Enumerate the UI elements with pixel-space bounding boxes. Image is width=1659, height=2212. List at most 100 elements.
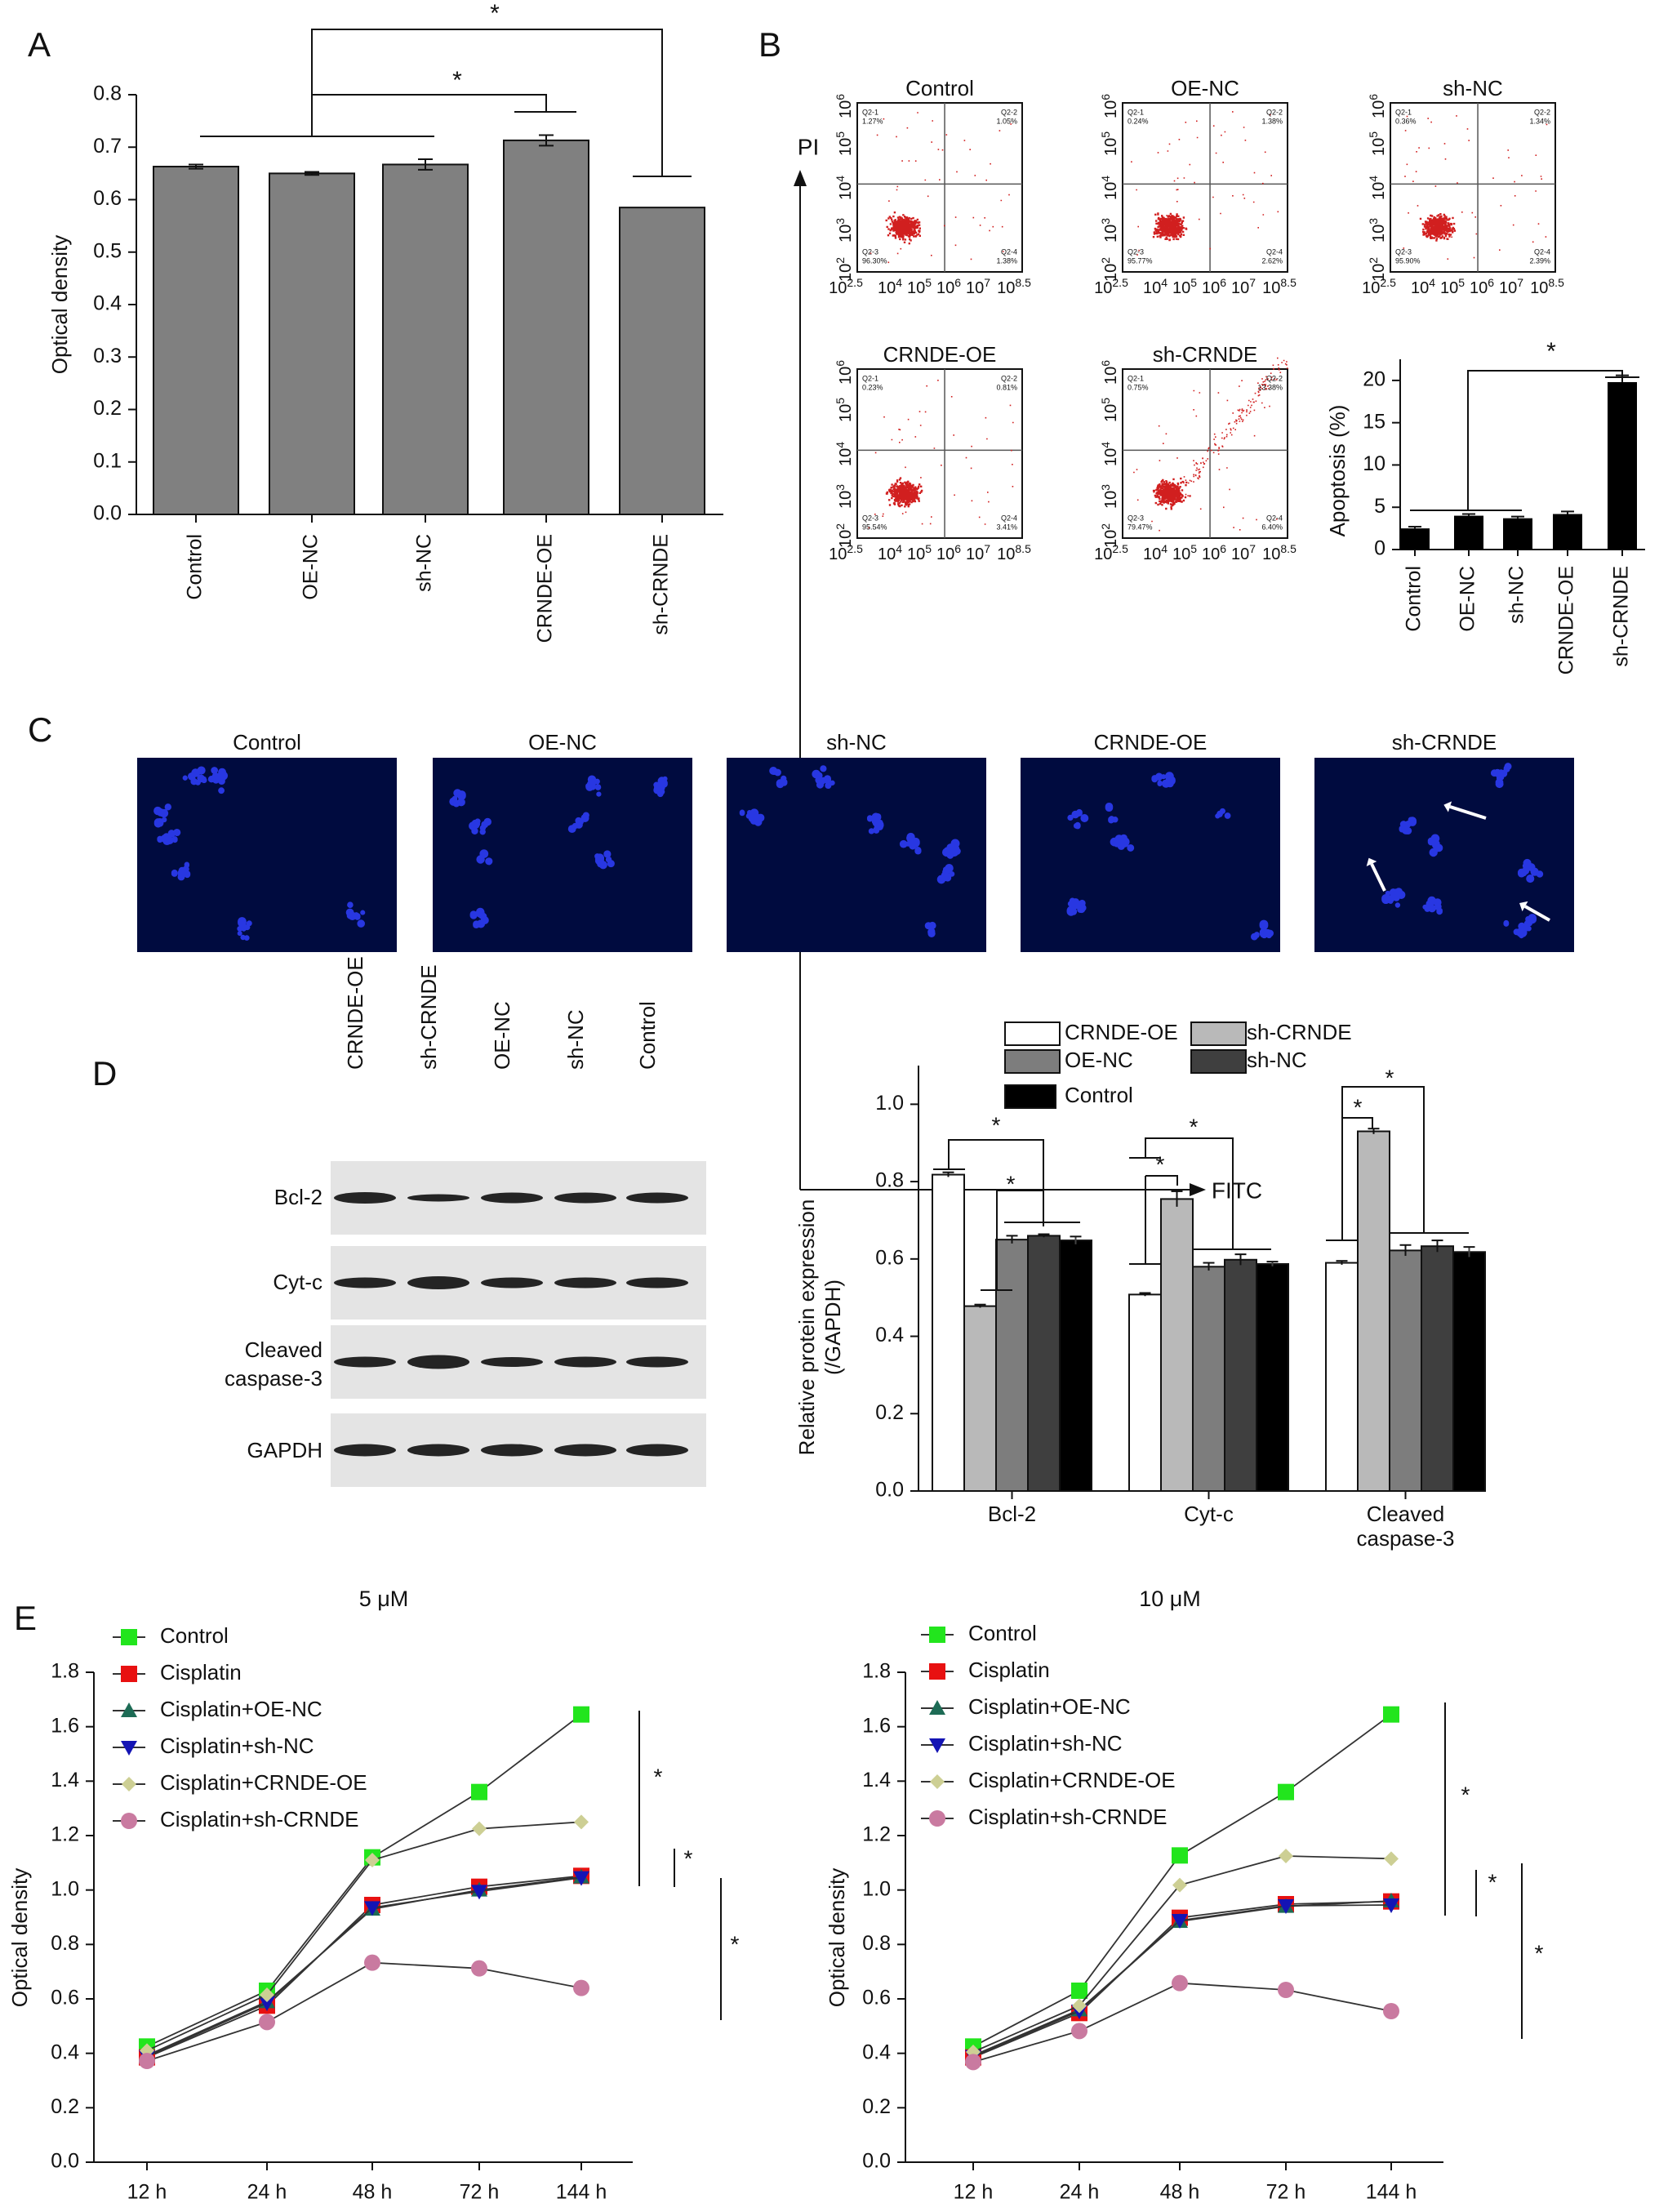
- series-line-cisplatin-sh-crnde: [972, 1982, 1392, 2063]
- y-tick-label: 0.2: [51, 2095, 79, 2118]
- blot-lane-label: OE-NC: [490, 1001, 514, 1070]
- panel-letter-d: D: [92, 1054, 117, 1093]
- stained-nuclei: [1066, 772, 1274, 941]
- blot-band: [481, 1192, 543, 1204]
- quadrant-percent: 95.54%: [862, 523, 887, 531]
- quadrant-name: Q2-4: [1534, 247, 1550, 256]
- blot-band: [554, 1192, 616, 1204]
- bar-sh-nc: [382, 163, 469, 515]
- apoptosis-bar-chart: 0 5 10 15 20 Apoptosis (%) Control OE-NC sh-NC CR…: [1325, 338, 1645, 674]
- y-tick-label: 0.0: [51, 2150, 79, 2173]
- arrow-head: [794, 170, 807, 186]
- y-tick-label: 0.0: [875, 1479, 904, 1502]
- legend-swatch-control: [1004, 1084, 1056, 1109]
- legend-marker-control: [929, 1627, 945, 1643]
- flow-plot-frame: [1122, 368, 1288, 539]
- panel-letter-e: E: [14, 1599, 37, 1637]
- legend-label: Cisplatin+sh-CRNDE: [160, 1807, 358, 1831]
- legend-label: OE-NC: [1065, 1048, 1133, 1072]
- quadrant-percent: 0.36%: [1395, 117, 1417, 125]
- x-tick-label: 107: [1499, 276, 1523, 297]
- legend-marker-cisplatin: [121, 1666, 137, 1682]
- arrow-head: [1190, 1183, 1206, 1196]
- bar-sh-nc-bcl-2: [1027, 1235, 1061, 1493]
- legend-marker-cisplatin-crnde-oe: [930, 1774, 945, 1789]
- flow-events: [1131, 111, 1279, 256]
- panel-letter-b: B: [758, 25, 781, 64]
- y-tick-label: 5: [1374, 495, 1385, 518]
- y-tick-label: 103: [834, 218, 855, 243]
- x-tick-label: 105: [907, 542, 932, 563]
- point-cisplatin-crnde-oe: [574, 1814, 589, 1830]
- y-tick-label: 104: [1099, 176, 1120, 200]
- growth-legend-5-m: Control Cisplatin Cisplatin+OE-NC Cisplatin…: [113, 1623, 367, 1831]
- bar-control: [1400, 528, 1430, 550]
- point-cisplatin-sh-nc: [573, 1871, 589, 1886]
- legend-swatch-sh-nc: [1190, 1049, 1247, 1074]
- legend-marker-cisplatin-sh-crnde: [929, 1810, 945, 1827]
- x-tick-label: 108.5: [997, 542, 1031, 563]
- flow-events: [868, 380, 1014, 529]
- quadrant-name: Q2-3: [1127, 247, 1144, 256]
- x-tick-label: 106: [1202, 542, 1226, 563]
- panel-a-chart: 0.0 0.1 0.2 0.3 0.4 0.5 0.6 0.7 0.8 Optical densi…: [47, 0, 723, 643]
- x-tick-label: 104: [878, 276, 902, 297]
- quadrant-percent: 1.05%: [996, 117, 1017, 125]
- micrograph-image: [727, 758, 986, 952]
- legend-swatch-oe-nc: [1004, 1049, 1061, 1074]
- quadrant-name: Q2-3: [1395, 247, 1412, 256]
- micrograph-title: Control: [233, 730, 301, 754]
- y-tick-label: 106: [1099, 360, 1120, 385]
- bar-sh-crnde: [1608, 381, 1637, 550]
- x-tick-label: 107: [966, 542, 990, 563]
- arrow-head: [1519, 901, 1528, 912]
- x-tick-label: 48 h: [353, 2181, 393, 2204]
- x-tick-label: Cyt-c: [1184, 1502, 1234, 1526]
- y-tick-label: 0.4: [862, 2041, 891, 2063]
- quadrant-name: Q2-4: [1001, 247, 1017, 256]
- significance-star: *: [1535, 1940, 1544, 1965]
- significance-star: *: [1190, 1114, 1199, 1139]
- micrograph-sh-crnde: sh-CRNDE: [1314, 730, 1574, 952]
- panel-letter-c: C: [28, 710, 52, 749]
- blot-band: [334, 1444, 396, 1457]
- legend-label: Cisplatin+OE-NC: [160, 1697, 322, 1721]
- legend-marker-cisplatin: [929, 1663, 945, 1680]
- blot-band: [626, 1192, 688, 1204]
- y-tick-label: 105: [834, 398, 855, 422]
- y-tick-label: 1.6: [862, 1714, 891, 1737]
- fitc-axis-label: FITC: [1212, 1177, 1262, 1203]
- point-cisplatin-sh-crnde: [139, 2053, 155, 2069]
- x-tick-label: 48 h: [1160, 2181, 1200, 2204]
- y-tick-label: 0.0: [862, 2150, 891, 2173]
- y-tick-label: 10: [1363, 452, 1385, 475]
- x-tick-label: 104: [1143, 276, 1168, 297]
- quadrant-percent: 0.23%: [862, 383, 883, 391]
- point-control: [573, 1706, 589, 1723]
- x-tick-label: 102.5: [829, 542, 863, 563]
- flow-plot-frame: [856, 102, 1023, 273]
- panel-c: Control OE-NC sh-NC CRNDE-OE sh-CRNDE: [137, 730, 1574, 952]
- flow-plot-frame: [1122, 102, 1288, 273]
- blot-band: [626, 1277, 688, 1288]
- point-cisplatin-sh-crnde: [471, 1960, 487, 1977]
- blot-band: [407, 1444, 469, 1457]
- y-tick-label: 105: [1099, 131, 1120, 156]
- quadrant-percent: 0.81%: [996, 383, 1017, 391]
- legend-swatch-sh-crnde: [1190, 1021, 1247, 1046]
- y-tick-label: 103: [1367, 218, 1388, 243]
- bar-crnde-oe-cleaved-caspase-3: [1325, 1262, 1359, 1493]
- point-cisplatin-sh-crnde: [259, 2014, 275, 2031]
- y-tick-label: 104: [834, 442, 855, 466]
- y-tick-label: 1.0: [51, 1877, 79, 1900]
- x-tick-label: sh-NC: [413, 534, 436, 592]
- y-tick-label: 106: [834, 94, 855, 118]
- y-tick-label: 0.8: [862, 1932, 891, 1955]
- bracket-crnde-oe: [312, 94, 547, 112]
- blot-lane-label: sh-NC: [563, 1009, 588, 1070]
- x-tick-label: Control: [184, 534, 207, 600]
- x-tick-label: 106: [1470, 276, 1494, 297]
- x-tick-label: 102.5: [829, 276, 863, 297]
- quadrant-name: Q2-4: [1266, 514, 1283, 522]
- pi-axis-label: PI: [798, 134, 819, 159]
